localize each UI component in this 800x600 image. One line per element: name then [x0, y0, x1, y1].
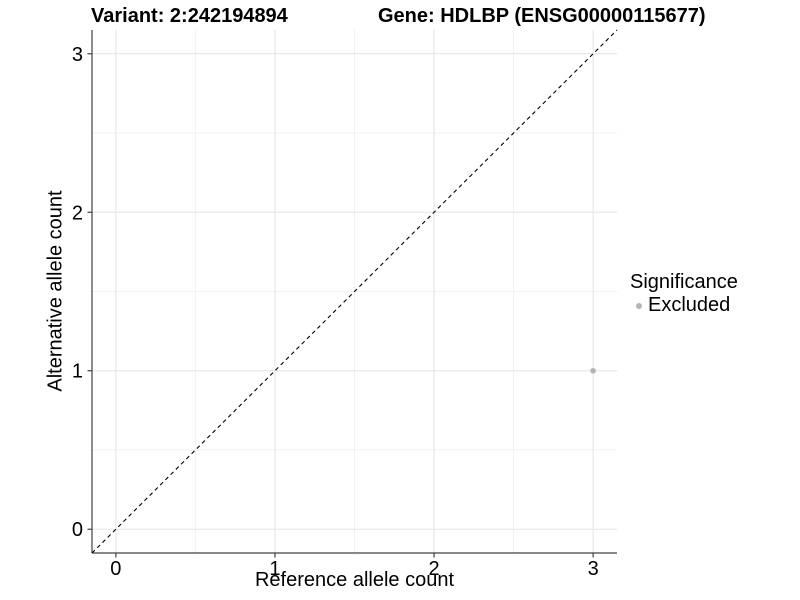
gene-title: Gene: HDLBP (ENSG00000115677) [378, 5, 706, 27]
legend-item-label: Excluded [648, 294, 731, 316]
y-axis-label: Alternative allele count [44, 190, 67, 392]
legend: Significance Excluded [630, 271, 738, 317]
y-tick-label: 1 [72, 361, 83, 383]
data-point [590, 367, 596, 374]
y-tick-label: 3 [72, 44, 83, 66]
variant-title: Variant: 2:242194894 [91, 5, 288, 27]
x-tick-label: 3 [588, 558, 599, 580]
identity-dashed-line [91, 29, 618, 554]
excluded-point-swatch [636, 302, 642, 309]
x-tick-label: 2 [428, 558, 439, 580]
y-tick-label: 0 [72, 519, 83, 541]
x-tick-label: 1 [269, 558, 280, 580]
x-axis-label: Reference allele count [254, 569, 454, 591]
legend-item-excluded: Excluded [630, 294, 738, 317]
x-tick-label: 0 [110, 558, 121, 580]
legend-title: Significance [630, 271, 738, 293]
y-tick-label: 2 [72, 202, 83, 224]
